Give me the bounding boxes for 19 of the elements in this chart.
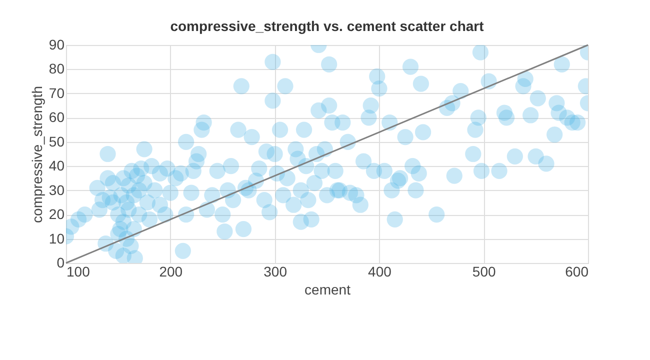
y-tick-label: 0 [56, 254, 65, 270]
y-tick-label: 80 [48, 60, 65, 77]
x-tick-label: 100 [66, 264, 90, 280]
y-tick-label: 60 [48, 109, 65, 126]
x-tick-label: 300 [264, 264, 288, 280]
x-tick-label: 500 [472, 264, 496, 280]
y-tick-label: 10 [48, 230, 65, 246]
y-tick-label: 20 [48, 206, 65, 222]
y-tick-label: 30 [48, 182, 65, 198]
y-tick-label: 90 [48, 36, 65, 52]
x-tick-label: 600 [565, 264, 589, 280]
y-axis-title: compressive_strength [28, 86, 45, 223]
y-tick-label: 50 [48, 133, 65, 150]
x-tick-label: 400 [368, 264, 392, 280]
x-axis-title: cement [304, 282, 351, 298]
y-tick-label: 70 [48, 84, 65, 101]
x-tick-label: 200 [159, 264, 183, 280]
y-tick-label: 40 [48, 158, 65, 174]
chart-title: compressive_strength vs. cement scatter chart [170, 18, 484, 34]
